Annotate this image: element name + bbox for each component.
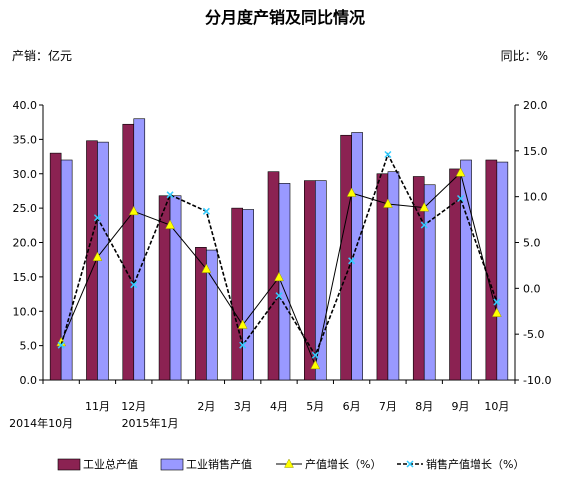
point-output-growth [274,271,284,282]
point-sales-growth [202,207,210,215]
right-axis-unit: 同比：% [501,49,548,63]
point-output-growth [419,202,430,212]
point-sales-growth [93,214,101,222]
left-tick-label: 0.0 [20,374,38,387]
legend: 工业总产值 工业销售产值 产值增长（%） 销售产值增长（%） [57,457,524,471]
legend-label: 工业销售产值 [186,457,252,471]
point-sales-growth [130,281,138,289]
bar-sales [242,209,254,381]
point-output-growth [128,205,139,216]
left-tick-label: 30.0 [13,168,38,181]
point-output-growth [92,251,103,261]
bar-sales [351,132,363,381]
x-tick-label: 11月 [85,400,110,413]
right-tick-label: 5.0 [523,237,541,250]
point-output-growth [455,167,466,177]
legend-swatch [57,458,81,471]
legend-label: 销售产值增长（%） [426,457,524,471]
left-tick-label: 20.0 [13,237,38,250]
bar-sales [496,161,509,381]
bar-sales [460,159,472,381]
legend-swatch [160,458,184,471]
point-output-growth [310,359,321,370]
right-tick-label: 15.0 [523,145,548,158]
left-tick-label: 25.0 [13,202,38,215]
bar-sales [97,141,109,381]
legend-label: 产值增长（%） [305,457,381,471]
x-tick-label: 6月 [343,400,361,413]
x-tick-label: 2月 [197,400,215,413]
x-tick-label: 12月 [121,400,146,413]
right-tick-label: 20.0 [523,99,548,112]
bar-sales [206,249,218,381]
left-tick-label: 5.0 [20,340,38,353]
right-tick-label: -5.0 [523,328,544,341]
bar-sales [387,171,400,381]
point-output-growth [201,263,212,273]
legend-marker [406,460,414,468]
right-tick-label: 10.0 [523,191,548,204]
left-tick-label: 10.0 [13,305,38,318]
point-sales-growth [166,191,174,199]
x-tick-label: 5月 [306,400,324,413]
chart-title: 分月度产销及同比情况 [205,8,365,27]
x-tick-label: 4月 [270,400,288,413]
x-tick-label: 8月 [415,400,433,413]
point-output-growth [491,307,502,317]
bar-output [340,134,352,381]
legend-label: 工业总产值 [83,457,138,471]
right-tick-label: -10.0 [523,374,551,387]
point-sales-growth [311,351,319,359]
bar-sales [315,180,327,381]
point-sales-growth [384,150,392,159]
left-axis-unit: 产销：亿元 [12,48,72,63]
plot-area: 0.0 5.0 10.0 15.0 20.0 25.0 30.0 35.0 40.0 -10.0 -… [9,99,551,430]
bar-output [231,207,243,381]
x-tick-label: 9月 [452,400,470,413]
bar-sales [423,184,436,381]
bar-output [304,180,316,381]
x-tick-label: 2014年10月 [9,416,73,430]
point-output-growth [237,319,248,329]
x-tick-label: 7月 [379,400,397,413]
legend-marker [284,458,294,468]
bar-sales [169,195,182,381]
point-sales-growth [493,298,501,306]
point-sales-growth [239,341,247,349]
bar-sales [278,183,291,381]
point-sales-growth [275,292,283,300]
point-sales-growth [420,221,428,229]
point-sales-growth [457,194,465,203]
right-tick-label: 0.0 [523,282,541,295]
point-output-growth [383,198,393,208]
bar-sales [133,118,146,381]
x-tick-label: 3月 [234,400,252,413]
x-tick-label: 10月 [484,400,509,413]
point-output-growth [346,187,357,197]
left-tick-label: 35.0 [13,133,38,146]
left-tick-label: 15.0 [13,271,38,284]
point-output-growth [165,219,175,229]
left-tick-label: 40.0 [13,99,38,112]
point-sales-growth [57,341,65,349]
point-sales-growth [348,257,356,265]
x-tick-label: 2015年1月 [122,416,179,430]
bar-output [122,123,135,381]
bar-sales [60,159,73,381]
bar-output [485,159,498,381]
